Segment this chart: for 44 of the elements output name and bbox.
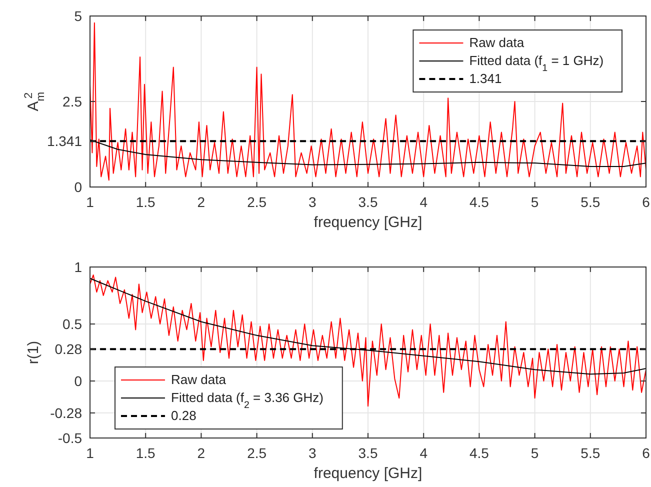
legend-label: 1.341 [469,71,502,86]
y-tick-label: -0.28 [50,404,82,421]
x-tick-label: 1.5 [136,194,156,210]
x-tick-label: 6 [642,445,650,461]
x-tick-label: 3 [308,194,316,210]
x-tick-label: 2 [197,445,206,461]
x-tick-label: 4 [420,194,428,210]
x-axis-title: frequency [GHz] [314,465,422,482]
y-tick-label: 1.341 [46,133,82,150]
x-tick-label: 3.5 [358,445,378,461]
y-tick-label: 5 [74,8,82,24]
y-tick-label: 0 [74,179,82,195]
legend-label: Fitted data (f$_{1}$ = 1 GHz) [469,53,604,74]
line-series [90,22,646,181]
legend-label: Raw data [469,35,525,50]
y-tick-label: 0 [74,373,82,389]
legend-label: 0.28 [171,408,196,423]
x-tick-label: 1.5 [136,445,156,461]
x-axis-title: frequency [GHz] [314,214,422,231]
x-tick-label: 1 [86,194,94,210]
x-tick-label: 1 [86,445,94,461]
x-tick-label: 5 [530,445,539,461]
legend-label: Fitted data (f$_{2}$ = 3.36 GHz) [171,390,324,410]
y-tick-label: 0.5 [62,316,82,332]
x-tick-label: 3.5 [358,194,378,210]
x-tick-label: 2 [197,194,206,210]
legend-label: Raw data [171,372,227,387]
x-tick-label: 4.5 [469,194,490,210]
y-tick-label: 1 [74,259,82,275]
y-tick-label: -0.5 [58,430,82,446]
line-series [90,278,646,375]
x-tick-label: 5.5 [580,445,600,461]
y-tick-label: 0.28 [54,341,82,358]
x-tick-label: 6 [642,194,650,210]
y-axis-title: r(1) [25,340,42,364]
x-tick-label: 5 [530,194,539,210]
x-tick-label: 2.5 [247,445,267,461]
x-tick-label: 4.5 [469,445,490,461]
x-tick-label: 4 [420,445,428,461]
x-tick-label: 5.5 [580,194,600,210]
x-tick-label: 2.5 [247,194,267,210]
line-series [90,274,646,407]
x-tick-label: 3 [308,445,316,461]
y-tick-label: 2.5 [62,94,82,110]
